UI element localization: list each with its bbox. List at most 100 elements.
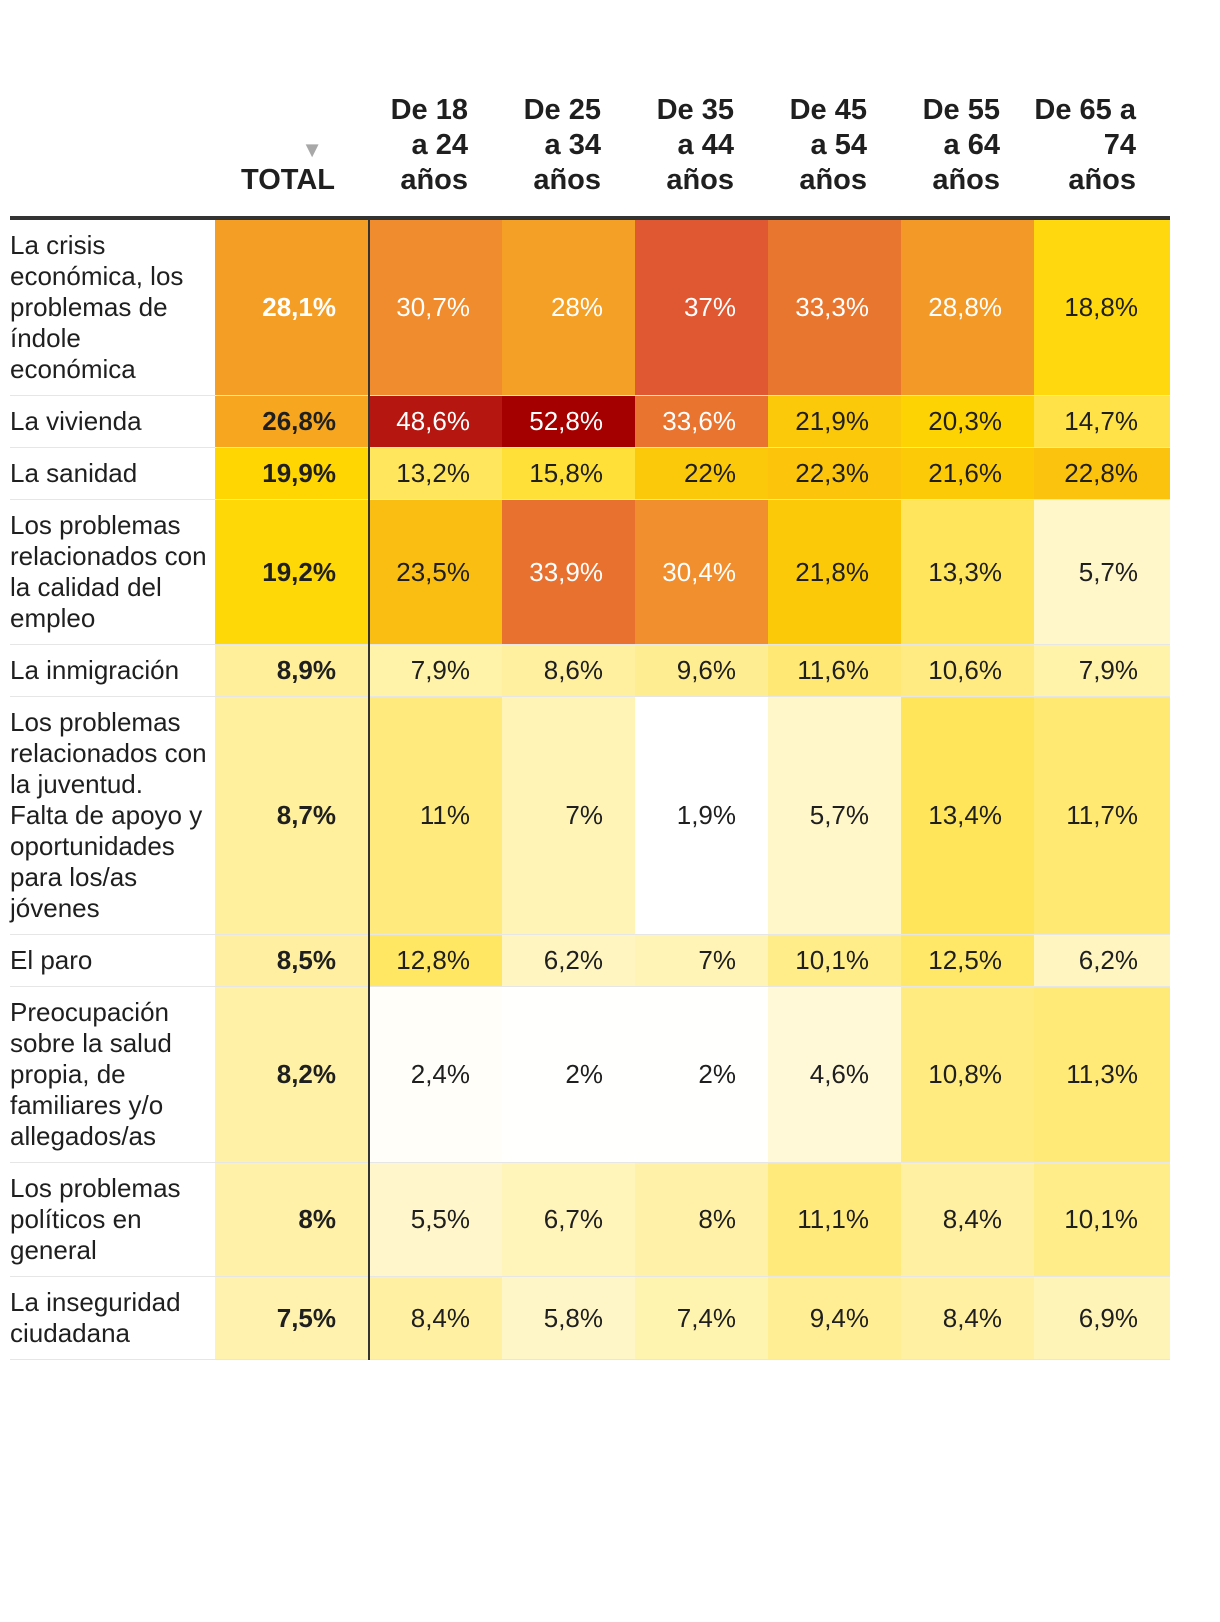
row-label: La crisis económica, los problemas de ín…	[10, 218, 215, 396]
heatmap-cell: 30,4%	[635, 499, 768, 645]
row-label: La inmigración	[10, 644, 215, 697]
table-row: Los problemas relacionados con la calida…	[10, 499, 1170, 645]
heatmap-cell: 8,4%	[901, 1276, 1034, 1360]
column-header-label: TOTAL	[241, 164, 335, 196]
table-row: El paro 8,5% 12,8% 6,2% 7% 10,1% 12,5% 6,2%	[10, 934, 1170, 987]
heatmap-cell: 20,3%	[901, 395, 1034, 448]
heatmap-cell: 11,7%	[1034, 696, 1170, 935]
heatmap-cell: 21,6%	[901, 447, 1034, 500]
row-label: El paro	[10, 934, 215, 987]
heatmap-cell: 33,9%	[502, 499, 635, 645]
heatmap-cell: 10,8%	[901, 986, 1034, 1163]
table-row: Los problemas políticos en general 8% 5,5%…	[10, 1162, 1170, 1277]
heatmap-cell: 22,3%	[768, 447, 901, 500]
total-cell: 8,7%	[215, 696, 370, 935]
column-header[interactable]: De 18 a 24 años	[369, 0, 502, 220]
row-header-spacer	[10, 0, 215, 220]
table-body: La crisis económica, los problemas de ín…	[10, 218, 1170, 1360]
heatmap-cell: 7%	[502, 696, 635, 935]
heatmap-cell: 52,8%	[502, 395, 635, 448]
column-header-label: De 25 a 34 años	[523, 94, 601, 196]
column-header[interactable]: De 35 a 44 años	[635, 0, 768, 220]
heatmap-cell: 28%	[502, 218, 635, 396]
header-row: ▼ TOTAL De 18 a 24 años De 25 a 34 años De 3…	[10, 0, 1170, 220]
heatmap-cell: 15,8%	[502, 447, 635, 500]
heatmap-cell: 11,1%	[768, 1162, 901, 1277]
table-row: La sanidad 19,9% 13,2% 15,8% 22% 22,3% 21,6% 22…	[10, 447, 1170, 500]
heatmap-cell: 11,6%	[768, 644, 901, 697]
heatmap-cell: 10,6%	[901, 644, 1034, 697]
heatmap-cell: 1,9%	[635, 696, 768, 935]
heatmap-cell: 6,2%	[1034, 934, 1170, 987]
heatmap-cell: 7,9%	[1034, 644, 1170, 697]
heatmap-table: ▼ TOTAL De 18 a 24 años De 25 a 34 años De 3…	[10, 0, 1170, 1360]
total-cell: 26,8%	[215, 395, 370, 448]
heatmap-cell: 12,5%	[901, 934, 1034, 987]
heatmap-cell: 11,3%	[1034, 986, 1170, 1163]
total-cell: 7,5%	[215, 1276, 370, 1360]
heatmap-cell: 13,3%	[901, 499, 1034, 645]
row-label: La sanidad	[10, 447, 215, 500]
total-cell: 19,9%	[215, 447, 370, 500]
heatmap-cell: 8,6%	[502, 644, 635, 697]
table-row: Los problemas relacionados con la juvent…	[10, 696, 1170, 935]
heatmap-cell: 5,5%	[369, 1162, 502, 1277]
heatmap-cell: 8,4%	[369, 1276, 502, 1360]
column-header-label: De 18 a 24 años	[390, 94, 468, 196]
heatmap-cell: 7%	[635, 934, 768, 987]
heatmap-cell: 13,2%	[369, 447, 502, 500]
heatmap-cell: 7,9%	[369, 644, 502, 697]
heatmap-cell: 33,6%	[635, 395, 768, 448]
column-header-label: De 45 a 54 años	[789, 94, 867, 196]
heatmap-cell: 4,6%	[768, 986, 901, 1163]
heatmap-cell: 12,8%	[369, 934, 502, 987]
row-label: Los problemas relacionados con la juvent…	[10, 696, 215, 935]
column-header[interactable]: ▼ TOTAL	[215, 0, 369, 220]
table-row: La inseguridad ciudadana 7,5% 8,4% 5,8% 7,4%…	[10, 1276, 1170, 1360]
row-label: La vivienda	[10, 395, 215, 448]
heatmap-cell: 10,1%	[768, 934, 901, 987]
column-header-label: De 35 a 44 años	[656, 94, 734, 196]
column-header-label: De 55 a 64 años	[922, 94, 1000, 196]
row-label: Los problemas políticos en general	[10, 1162, 215, 1277]
total-cell: 8,2%	[215, 986, 370, 1163]
heatmap-cell: 6,7%	[502, 1162, 635, 1277]
table-row: Preocupación sobre la salud propia, de f…	[10, 986, 1170, 1163]
total-cell: 8%	[215, 1162, 370, 1277]
heatmap-cell: 5,7%	[1034, 499, 1170, 645]
heatmap-cell: 13,4%	[901, 696, 1034, 935]
heatmap-cell: 18,8%	[1034, 218, 1170, 396]
sort-descending-icon: ▼	[301, 137, 323, 162]
heatmap-cell: 21,8%	[768, 499, 901, 645]
heatmap-cell: 11%	[369, 696, 502, 935]
heatmap-cell: 37%	[635, 218, 768, 396]
heatmap-cell: 8%	[635, 1162, 768, 1277]
heatmap-cell: 6,9%	[1034, 1276, 1170, 1360]
heatmap-cell: 22%	[635, 447, 768, 500]
heatmap-cell: 22,8%	[1034, 447, 1170, 500]
table-row: La vivienda 26,8% 48,6% 52,8% 33,6% 21,9% 20,3…	[10, 395, 1170, 448]
heatmap-cell: 2%	[635, 986, 768, 1163]
row-label: Los problemas relacionados con la calida…	[10, 499, 215, 645]
heatmap-cell: 30,7%	[369, 218, 502, 396]
column-header[interactable]: De 45 a 54 años	[768, 0, 901, 220]
heatmap-cell: 48,6%	[369, 395, 502, 448]
row-label: La inseguridad ciudadana	[10, 1276, 215, 1360]
total-cell: 8,5%	[215, 934, 370, 987]
column-header[interactable]: De 25 a 34 años	[502, 0, 635, 220]
column-header[interactable]: De 55 a 64 años	[901, 0, 1034, 220]
column-header-label: De 65 a 74 años	[1034, 94, 1136, 196]
row-label: Preocupación sobre la salud propia, de f…	[10, 986, 215, 1163]
heatmap-cell: 2%	[502, 986, 635, 1163]
total-cell: 28,1%	[215, 218, 370, 396]
heatmap-cell: 5,8%	[502, 1276, 635, 1360]
heatmap-cell: 8,4%	[901, 1162, 1034, 1277]
heatmap-cell: 21,9%	[768, 395, 901, 448]
heatmap-cell: 2,4%	[369, 986, 502, 1163]
heatmap-cell: 6,2%	[502, 934, 635, 987]
heatmap-cell: 5,7%	[768, 696, 901, 935]
heatmap-cell: 33,3%	[768, 218, 901, 396]
total-cell: 8,9%	[215, 644, 370, 697]
column-header[interactable]: De 65 a 74 años	[1034, 0, 1170, 220]
table-row: La inmigración 8,9% 7,9% 8,6% 9,6% 11,6% 10,6%…	[10, 644, 1170, 697]
